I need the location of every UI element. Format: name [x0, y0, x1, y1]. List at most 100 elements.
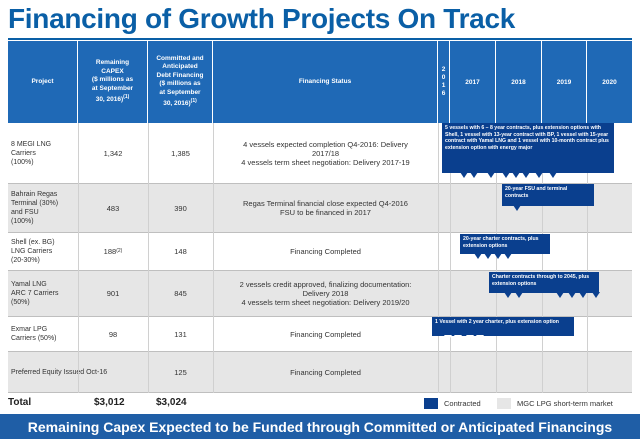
column-divider	[148, 123, 149, 393]
row-remaining-value: 188	[103, 247, 117, 256]
table-row: Shell (ex. BG) LNG Carriers (20-30%) 188…	[8, 233, 632, 270]
delivery-marker	[549, 172, 557, 178]
header-financing-status: Financing Status	[213, 41, 438, 123]
delivery-marker	[470, 172, 478, 178]
row-project: Preferred Equity Issued Oct-16	[8, 352, 148, 393]
delivery-marker	[515, 292, 523, 298]
header-remaining-footnote: (1)	[123, 94, 130, 101]
legend-label-contracted: Contracted	[444, 399, 481, 408]
header-remaining-capex: Remaining CAPEX ($ millions as at Septem…	[78, 41, 148, 123]
row-remaining-capex: 98	[108, 329, 118, 339]
delivery-marker	[474, 253, 482, 259]
header-year-2016: 2 0 1 6	[438, 41, 450, 123]
timeline-bar-yamal: Charter contracts through to 2045, plus …	[489, 272, 599, 293]
row-project: Exmar LPG Carriers (50%)	[8, 317, 78, 351]
row-financing-status: Financing Completed	[213, 233, 438, 270]
row-project: 8 MEGI LNG Carriers (100%)	[8, 123, 78, 183]
row-committed-financing: 1,385	[171, 148, 190, 158]
header-year-2017: 2017	[450, 41, 496, 123]
table-row: Exmar LPG Carriers (50%) 98 131 Financin…	[8, 317, 632, 351]
row-financing-status: 2 vessels credit approved, finalizing do…	[213, 271, 438, 316]
total-remaining-capex: $3,012	[94, 397, 125, 408]
row-project: Bahrain Regas Terminal (30%) and FSU (10…	[8, 184, 78, 232]
row-committed-financing: 148	[174, 247, 187, 256]
row-status-text: 4 vessels expected completion Q4-2016: D…	[241, 139, 410, 167]
year-2016-digit: 0	[441, 74, 446, 81]
delivery-marker	[484, 253, 492, 259]
table-row: 8 MEGI LNG Carriers (100%) 1,342 1,385 4…	[8, 123, 632, 183]
row-divider	[8, 232, 632, 233]
delivery-marker	[579, 292, 587, 298]
year-2016-digit: 2	[441, 66, 446, 73]
column-divider	[587, 123, 588, 393]
timeline-bar-megi: 5 vessels with 6 – 8 year contracts, plu…	[442, 123, 614, 173]
row-project-text: 8 MEGI LNG Carriers (100%)	[11, 140, 52, 166]
header-year-2020: 2020	[602, 78, 617, 86]
delivery-marker	[512, 172, 520, 178]
delivery-marker	[504, 292, 512, 298]
row-committed-financing: 131	[174, 329, 187, 339]
delivery-marker	[513, 205, 521, 211]
legend-label-short-term: MGC LPG short-term market	[517, 399, 613, 408]
timeline-bar-exmar: 1 Vessel with 2 year charter, plus exten…	[432, 317, 574, 336]
row-committed-financing: 390	[174, 203, 187, 213]
column-divider	[438, 123, 439, 393]
year-2016-digit: 1	[441, 82, 446, 89]
row-financing-status: Financing Completed	[213, 317, 438, 351]
delivery-marker	[444, 335, 452, 341]
financing-table: Project Remaining CAPEX ($ millions as a…	[8, 41, 632, 393]
row-status-text: Financing Completed	[290, 329, 361, 339]
row-divider	[8, 183, 632, 184]
total-label: Total	[8, 397, 32, 408]
row-divider	[8, 351, 632, 352]
table-row: Preferred Equity Issued Oct-16 125 Finan…	[8, 352, 632, 393]
row-divider	[8, 270, 632, 271]
timeline-bar-bahrain: 20-year FSU and terminal contracts	[502, 184, 594, 206]
page-title: Financing of Growth Projects On Track	[8, 3, 515, 34]
delivery-marker	[556, 292, 564, 298]
column-divider	[213, 123, 214, 393]
row-remaining-capex: 1,342	[103, 148, 123, 158]
delivery-marker	[494, 253, 502, 259]
row-remaining-footnote: (2)	[116, 248, 123, 254]
delivery-marker	[487, 172, 495, 178]
row-status-text: Financing Completed	[290, 368, 361, 377]
year-2016-digit: 6	[441, 90, 446, 97]
delivery-marker	[504, 253, 512, 259]
header-committed-label: Committed and Anticipated Debt Financing…	[156, 54, 204, 108]
header-committed-footnote: (1)	[190, 98, 197, 105]
column-divider	[78, 123, 79, 393]
header-status-label: Financing Status	[298, 77, 352, 85]
row-project-text: Exmar LPG Carriers (50%)	[11, 326, 57, 342]
delivery-marker	[476, 335, 484, 341]
row-financing-status: Regas Terminal financial close expected …	[213, 184, 438, 232]
delivery-marker	[568, 292, 576, 298]
legend-swatch-short-term	[497, 398, 511, 409]
delivery-marker	[454, 335, 462, 341]
legend-swatch-contracted	[424, 398, 438, 409]
delivery-marker	[460, 172, 468, 178]
header-year-2019: 2019	[542, 41, 587, 123]
row-status-text: Regas Terminal financial close expected …	[243, 199, 408, 217]
delivery-marker	[535, 172, 543, 178]
row-project-text: Shell (ex. BG) LNG Carriers (20-30%)	[11, 239, 55, 264]
row-status-text: 2 vessels credit approved, finalizing do…	[239, 280, 412, 307]
row-divider	[8, 316, 632, 317]
row-remaining-capex: 483	[106, 203, 120, 213]
column-divider	[450, 123, 451, 393]
timeline-bar-shell: 20-year charter contracts, plus extensio…	[460, 234, 550, 254]
header-remaining-label: Remaining CAPEX ($ millions as at Septem…	[91, 59, 134, 104]
row-project-text: Bahrain Regas Terminal (30%) and FSU (10…	[11, 191, 59, 225]
header-project-label: Project	[31, 77, 54, 85]
column-divider	[542, 123, 543, 393]
title-underline	[8, 38, 632, 40]
table-header: Project Remaining CAPEX ($ millions as a…	[8, 41, 632, 123]
header-committed-financing: Committed and Anticipated Debt Financing…	[148, 41, 213, 123]
delivery-marker	[502, 172, 510, 178]
row-divider	[8, 392, 632, 393]
row-remaining-capex: 901	[106, 289, 120, 298]
row-remaining-capex: 188 (2)	[78, 233, 148, 270]
row-committed-financing: 845	[174, 289, 187, 298]
row-status-text: Financing Completed	[290, 247, 361, 256]
row-project: Yamal LNG ARC 7 Carriers (50%)	[8, 271, 78, 316]
